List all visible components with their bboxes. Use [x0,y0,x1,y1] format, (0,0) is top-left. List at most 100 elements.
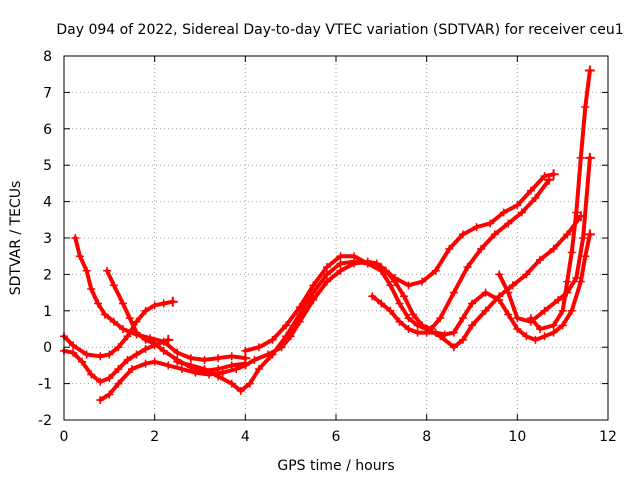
data-point-marker [71,234,80,242]
data-point-marker [128,365,136,374]
data-point-marker [200,355,209,364]
data-point-marker [549,244,558,253]
data-point-marker [513,314,522,323]
data-point-marker [368,292,377,301]
data-point-marker [463,263,472,272]
data-point-marker [75,252,84,261]
data-point-marker [295,310,304,319]
x-tick-label: 4 [241,429,250,445]
data-point-marker [481,288,490,297]
data-point-marker [449,328,458,337]
data-point-marker [526,186,535,195]
x-tick-label: 10 [508,429,526,445]
data-point-marker [400,292,408,301]
data-point-marker [125,314,134,323]
data-point-marker [558,321,567,330]
data-point-marker [159,337,168,346]
data-point-marker [377,299,386,308]
end-point-marker [584,229,595,240]
data-point-marker [218,368,227,377]
data-point-marker [150,339,159,348]
data-point-marker [141,359,150,368]
y-axis-label: SDTVAR / TECUs [8,181,24,296]
x-tick-label: 2 [150,429,159,445]
data-point-marker [268,335,277,344]
data-point-marker [576,153,585,162]
data-point-marker [531,335,540,344]
data-point-marker [540,332,549,341]
data-point-marker [517,208,526,217]
data-point-marker [214,354,223,363]
data-point-marker [141,306,150,315]
data-point-marker [390,274,399,283]
data-point-marker [123,355,132,364]
data-point-marker [114,365,123,374]
data-point-marker [404,281,413,290]
data-point-marker [558,306,567,315]
data-point-marker [477,244,486,253]
data-point-marker [114,379,123,388]
data-point-marker [177,365,186,374]
data-point-marker [96,395,105,404]
data-point-marker [164,361,173,370]
data-point-marker [567,248,576,257]
y-tick-label: 5 [43,158,52,174]
data-point-marker [241,346,250,355]
y-tick-label: 1 [43,304,52,320]
x-tick-label: 6 [332,429,341,445]
data-point-marker [336,266,345,275]
data-point-marker [322,277,331,286]
data-point-marker [227,379,236,388]
data-point-marker [82,350,91,359]
y-tick-label: -2 [38,413,52,429]
data-point-marker [581,102,590,111]
data-point-marker [232,365,241,374]
y-tick-label: 8 [43,49,52,65]
data-point-marker [536,255,544,264]
data-point-marker [440,330,449,339]
y-tick-labels: -2 -1 0 1 2 3 4 5 6 7 8 [38,49,52,429]
series-arc-10 [526,65,595,333]
data-point-marker [404,314,413,323]
data-point-marker [191,368,200,377]
data-point-marker [549,321,558,330]
data-point-marker [103,266,112,275]
data-point-marker [540,172,549,181]
y-tick-label: 3 [43,231,52,247]
series-line [243,172,556,353]
data-point-marker [105,374,114,383]
grid-lines [64,56,608,420]
x-tick-label: 0 [60,429,69,445]
data-point-marker [418,277,427,286]
data-point-marker [114,343,123,352]
end-point-marker [584,152,595,163]
data-point-marker [436,314,445,323]
data-point-marker [245,379,254,388]
series-arc-5 [96,174,555,404]
data-point-marker [78,357,87,366]
data-point-marker [495,270,504,279]
data-point-marker [490,230,499,239]
data-point-marker [295,303,304,312]
data-point-marker [413,328,422,337]
data-point-marker [282,332,291,341]
data-point-marker [395,299,404,308]
data-point-marker [449,343,458,352]
data-point-marker [254,365,263,374]
data-point-marker [499,208,508,217]
x-tick-label: 12 [599,429,617,445]
data-point-marker [468,299,476,308]
data-point-marker [449,288,458,297]
data-point-marker [227,361,236,370]
data-point-marker [200,365,209,374]
data-point-marker [481,306,490,315]
data-point-marker [141,345,150,354]
x-tick-label: 8 [422,429,431,445]
data-point-marker [540,306,549,315]
data-point-marker [576,277,585,286]
data-point-marker [413,321,422,330]
data-point-marker [350,252,359,261]
data-point-marker [150,357,159,366]
data-point-marker [554,295,563,304]
